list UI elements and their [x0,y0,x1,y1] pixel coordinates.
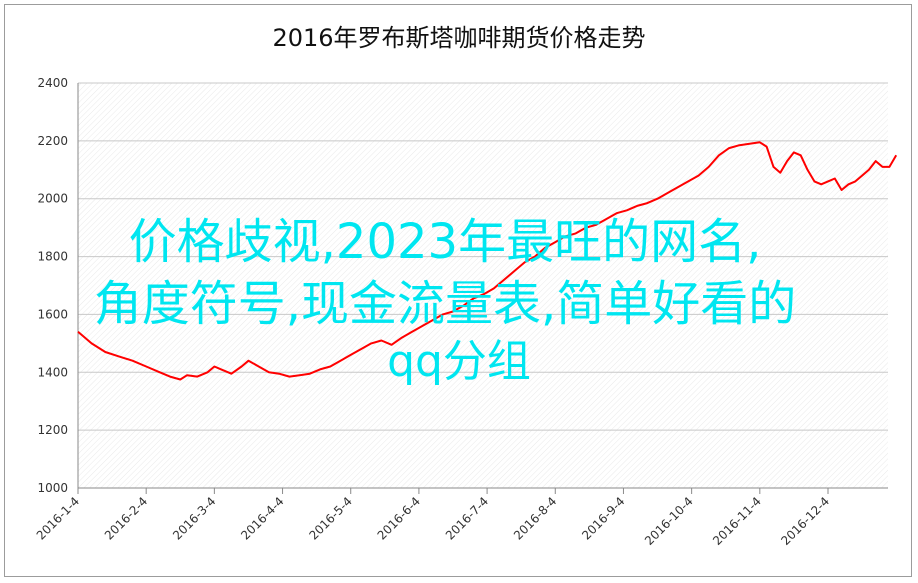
grid-lines [77,82,888,489]
x-tick-label: 2016-11-4 [710,494,764,548]
y-tick-label: 2400 [37,76,68,90]
series-line [77,141,898,381]
y-axis-ticks: 1000 1200 1400 1600 1800 2000 2200 2400 [37,76,68,495]
x-tick-label: 2016-1-4 [34,494,82,542]
y-tick-label: 1200 [37,423,68,437]
x-tick-label: 2016-4-4 [238,494,286,542]
plot-area [78,83,888,488]
x-tick-label: 2016-7-4 [443,494,491,542]
series-group [77,141,898,381]
y-tick-label: 2200 [37,134,68,148]
x-tick-label: 2016-12-4 [778,494,832,548]
y-tick-label: 1600 [37,307,68,321]
overlay-text-line-2: 角度符号,现金流量表,简单好看的 [93,276,797,332]
x-axis-ticks: 2016-1-4 2016-2-4 2016-3-4 2016-4-4 2016-5-4… [34,488,832,548]
x-tick-label: 2016-3-4 [170,494,218,542]
y-tick-label: 1000 [37,481,68,495]
x-tick-label: 2016-9-4 [579,494,627,542]
x-tick-label: 2016-5-4 [306,494,354,542]
y-tick-label: 1800 [37,250,68,264]
y-tick-label: 2000 [37,192,68,206]
chart-title: 2016年罗布斯塔咖啡期货价格走势 [272,24,646,52]
x-tick-label: 2016-6-4 [375,494,423,542]
x-tick-label: 2016-10-4 [642,494,696,548]
y-tick-label: 1400 [37,365,68,379]
overlay-text-line-3: qq分组 [387,336,531,387]
x-tick-label: 2016-2-4 [102,494,150,542]
x-tick-label: 2016-8-4 [511,494,559,542]
overlay-text-line-1: 价格歧视,2023年最旺的网名, [128,214,762,270]
